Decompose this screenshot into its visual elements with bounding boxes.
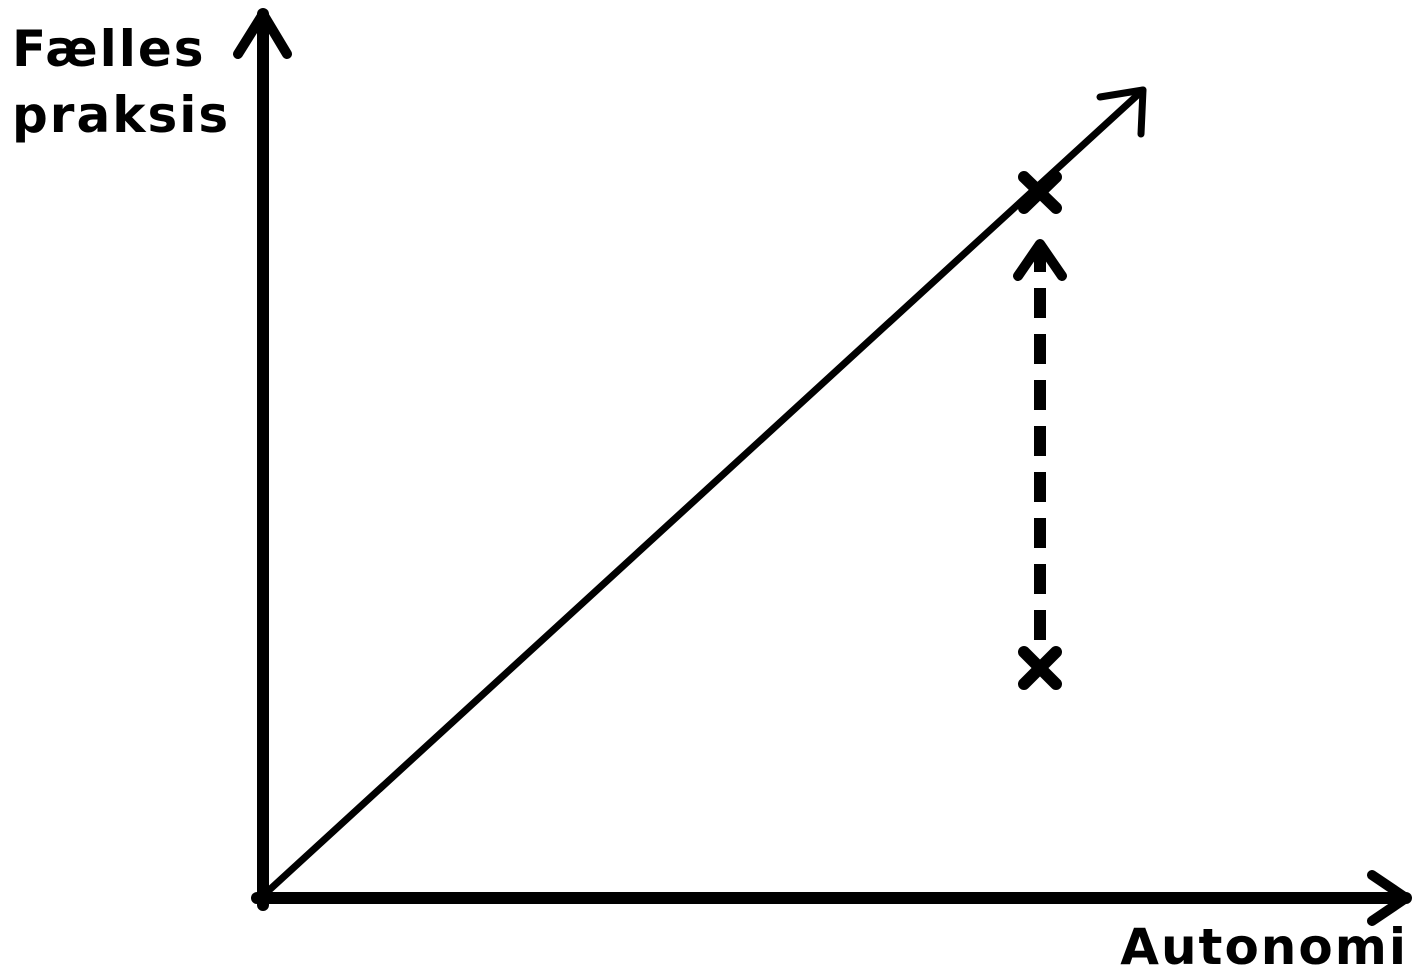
x-axis [251,870,1412,926]
y-axis [233,8,292,911]
x-axis-arrowhead [1367,870,1411,926]
diagonal-line [262,86,1147,897]
dashed-arrowhead [1013,239,1067,281]
diagonal-arrow [262,86,1147,897]
y-axis-label-line1: Fælles [12,20,206,78]
lower-x-marker [1018,646,1062,690]
upper-x-marker [1018,171,1062,214]
diagonal-arrowhead [1096,86,1147,138]
x-axis-label: Autonomi [1120,918,1408,976]
y-axis-label-line2: praksis [12,86,231,144]
y-axis-arrowhead [233,9,292,59]
y-axis-label: Fælles praksis [12,16,230,148]
dashed-up-arrow [1013,239,1067,640]
